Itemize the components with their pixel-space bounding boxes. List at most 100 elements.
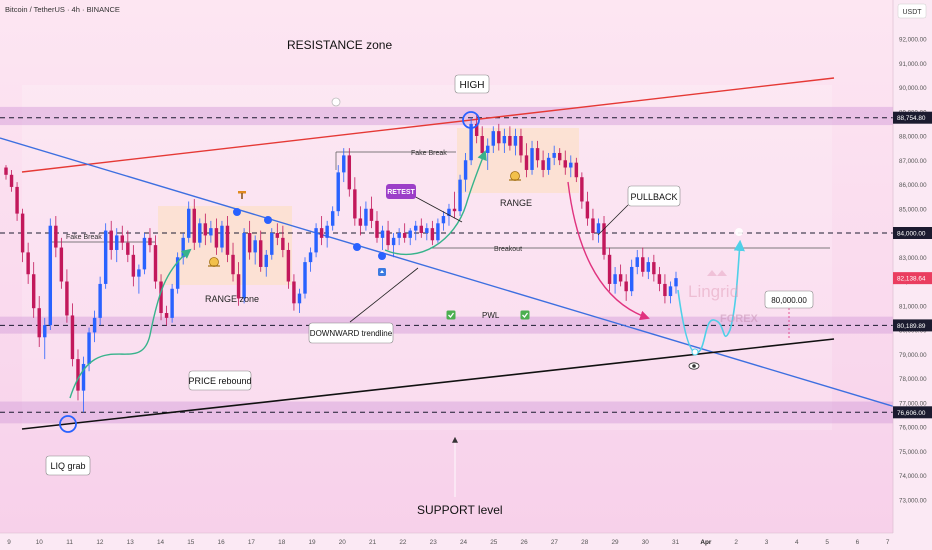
pwl-callout-line: [349, 267, 419, 323]
candle-body: [181, 237, 185, 258]
level-price-label: 88,754.80: [897, 115, 926, 122]
price-tick-label: 90,000.00: [899, 85, 927, 92]
level-price-label: 84,000.00: [897, 231, 926, 238]
time-tick-label: 2: [734, 539, 738, 546]
trendline-touch-1: [233, 208, 241, 216]
candle-body: [364, 208, 368, 226]
candle-body: [48, 225, 53, 326]
candle-body: [9, 174, 14, 187]
time-tick-label: 5: [825, 539, 829, 546]
candle-body: [98, 283, 102, 318]
pullback-label-box: [627, 185, 681, 207]
time-axis-ticks: 9 10 11 12 13 14 15 16 17 18 19 20 21 22 23 24 25 26 27 28 2…: [7, 539, 890, 546]
candle-body: [458, 179, 462, 212]
candle-body: [508, 136, 512, 146]
candle-body: [663, 283, 667, 297]
candle-body: [26, 252, 30, 275]
candle-body: [624, 281, 628, 292]
candle-body: [281, 237, 285, 250]
brand-watermark: Lingrid FOREX: [688, 270, 759, 325]
downward-trendline-label: DOWNWARD trendline: [310, 329, 393, 338]
range-label: RANGE: [500, 198, 532, 208]
time-tick-label: 20: [339, 539, 347, 546]
price-tick-label: 74,000.00: [899, 473, 927, 480]
price-tick-label: 91,000.00: [899, 61, 927, 68]
retest-badge: [386, 184, 416, 199]
candle-body: [292, 281, 296, 304]
candle-body: [674, 278, 678, 287]
currency-badge[interactable]: USDT: [902, 9, 922, 16]
trendline-touch-4: [378, 252, 386, 260]
price-tick-label: 81,000.00: [899, 303, 927, 310]
candle-body: [607, 254, 612, 284]
price-tick-label: 78,000.00: [899, 376, 927, 383]
candle-body: [54, 225, 58, 248]
level-price-tag: [893, 111, 932, 124]
check-icon-left: [446, 310, 456, 320]
candle-body: [463, 160, 468, 180]
fake-break-left-label: Fake Break: [66, 234, 102, 241]
downward-trendline: [0, 137, 932, 419]
candle-body: [148, 237, 152, 246]
price-tick-label: 88,000.00: [899, 134, 927, 141]
level-price-label: 76,606.00: [897, 410, 926, 417]
time-tick-label: 7: [886, 539, 890, 546]
candle-body: [92, 317, 97, 333]
candle-body: [419, 225, 424, 233]
time-axis-panel[interactable]: [0, 533, 893, 550]
retest-label: RETEST: [387, 189, 415, 196]
time-tick-label: 9: [7, 539, 11, 546]
support-level-label: SUPPORT level: [417, 503, 503, 517]
price-tick-label: 77,000.00: [899, 400, 927, 407]
eye-icon: [688, 362, 700, 370]
support-trendline: [21, 338, 835, 430]
pwl-label: PWL: [482, 311, 500, 320]
target-80k-label: 80,000.00: [771, 296, 807, 305]
level-price-tag: [893, 319, 932, 332]
candle-body: [286, 249, 291, 282]
candle-body: [452, 208, 457, 212]
check-icon-right: [520, 310, 530, 320]
symbol-title[interactable]: Bitcoin / TetherUS · 4h · BINANCE: [5, 5, 120, 14]
candle-body: [258, 240, 263, 267]
trendline-touch-3: [353, 243, 361, 251]
pullback-callout-line: [597, 204, 629, 236]
candle-body: [447, 208, 451, 217]
price-tick-label: 85,000.00: [899, 206, 927, 213]
candle-body: [103, 230, 108, 284]
candle-body: [153, 245, 158, 282]
time-tick-label: 28: [581, 539, 589, 546]
price-tick-label: 86,000.00: [899, 182, 927, 189]
candle-body: [303, 262, 307, 294]
time-tick-label: 11: [66, 539, 73, 546]
resistance-zone-label: RESISTANCE zone: [287, 38, 392, 52]
watermark-sub: FOREX: [720, 313, 759, 325]
candle-body: [491, 131, 495, 146]
candle-body: [314, 228, 318, 253]
candle-body: [115, 235, 119, 250]
time-tick-label: 24: [460, 539, 468, 546]
candle-body: [347, 155, 352, 190]
time-tick-label: 26: [521, 539, 529, 546]
currency-badge-box[interactable]: [897, 3, 927, 19]
candle-body: [297, 293, 302, 304]
candle-body: [59, 247, 64, 282]
candle-body: [402, 233, 407, 238]
candle-body: [369, 208, 374, 221]
candle-body: [386, 230, 390, 246]
candle-body: [198, 223, 202, 243]
candle-body: [436, 223, 440, 241]
resistance-trendline: [21, 77, 835, 173]
candle-body: [236, 274, 241, 299]
candle-body: [137, 269, 141, 277]
time-tick-label: 3: [765, 539, 769, 546]
candle-body: [43, 325, 47, 338]
projection-path: [677, 239, 745, 354]
candle-body: [552, 152, 556, 158]
time-tick-label: 17: [248, 539, 256, 546]
candle-body: [231, 254, 235, 275]
candle-body: [563, 160, 567, 168]
time-tick-label: 13: [127, 539, 135, 546]
time-tick-label: 25: [490, 539, 498, 546]
